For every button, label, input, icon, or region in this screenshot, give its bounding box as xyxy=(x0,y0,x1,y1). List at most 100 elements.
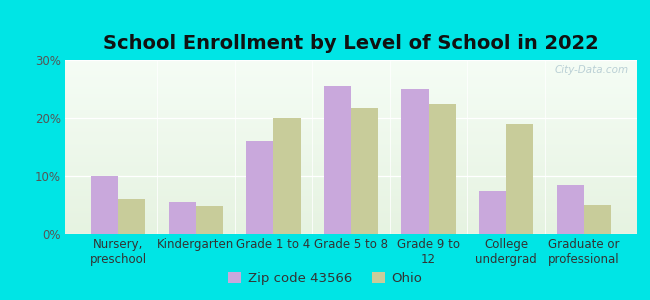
Bar xyxy=(65,228,637,229)
Bar xyxy=(65,170,637,171)
Bar xyxy=(65,203,637,204)
Bar xyxy=(65,86,637,87)
Bar xyxy=(65,101,637,102)
Bar xyxy=(65,156,637,157)
Bar xyxy=(65,97,637,98)
Bar xyxy=(65,64,637,65)
Bar xyxy=(65,221,637,222)
Bar xyxy=(65,231,637,232)
Bar xyxy=(65,201,637,202)
Bar xyxy=(65,198,637,199)
Bar xyxy=(65,137,637,138)
Bar xyxy=(65,153,637,154)
Bar xyxy=(65,100,637,101)
Bar xyxy=(65,77,637,78)
Bar xyxy=(91,176,118,234)
Bar xyxy=(65,147,637,148)
Bar xyxy=(65,83,637,84)
Bar xyxy=(65,71,637,72)
Bar xyxy=(65,149,637,150)
Bar xyxy=(65,166,637,167)
Bar xyxy=(65,173,637,174)
Bar xyxy=(65,140,637,141)
Bar xyxy=(65,188,637,189)
Bar xyxy=(65,205,637,206)
Bar xyxy=(65,103,637,104)
Bar xyxy=(65,217,637,218)
Bar xyxy=(65,130,637,131)
Bar xyxy=(65,215,637,216)
Bar xyxy=(65,90,637,91)
Bar xyxy=(556,185,584,234)
Bar xyxy=(65,182,637,183)
Bar xyxy=(65,181,637,182)
Bar xyxy=(65,138,637,139)
Bar xyxy=(65,185,637,186)
Bar xyxy=(65,123,637,124)
Bar xyxy=(65,122,637,123)
Bar xyxy=(65,118,637,119)
Bar xyxy=(65,129,637,130)
Bar xyxy=(65,222,637,223)
Bar xyxy=(65,109,637,110)
Bar xyxy=(65,128,637,129)
Bar xyxy=(65,126,637,127)
Bar xyxy=(65,144,637,145)
Bar xyxy=(65,169,637,170)
Bar xyxy=(65,72,637,73)
Bar xyxy=(65,69,637,70)
Bar xyxy=(65,120,637,121)
Bar xyxy=(65,108,637,109)
Bar xyxy=(65,232,637,233)
Bar xyxy=(65,212,637,213)
Bar xyxy=(65,88,637,89)
Bar xyxy=(65,132,637,133)
Bar xyxy=(65,211,637,212)
Bar xyxy=(65,187,637,188)
Bar xyxy=(65,87,637,88)
Bar xyxy=(65,112,637,113)
Bar xyxy=(479,190,506,234)
Bar xyxy=(65,82,637,83)
Bar xyxy=(118,199,146,234)
Bar xyxy=(65,216,637,217)
Bar xyxy=(65,67,637,68)
Bar xyxy=(246,141,274,234)
Text: City-Data.com: City-Data.com xyxy=(554,65,629,75)
Bar xyxy=(65,150,637,151)
Bar xyxy=(65,176,637,177)
Bar xyxy=(65,94,637,95)
Bar xyxy=(65,209,637,210)
Bar xyxy=(274,118,300,234)
Bar xyxy=(65,180,637,181)
Bar xyxy=(65,134,637,135)
Bar xyxy=(65,84,637,85)
Bar xyxy=(65,204,637,205)
Bar xyxy=(65,165,637,166)
Bar xyxy=(65,155,637,156)
Bar xyxy=(65,191,637,192)
Bar xyxy=(65,230,637,231)
Bar xyxy=(65,99,637,100)
Bar xyxy=(65,202,637,203)
Bar xyxy=(65,142,637,143)
Bar xyxy=(65,148,637,149)
Bar xyxy=(65,141,637,142)
Bar xyxy=(65,78,637,79)
Bar xyxy=(65,159,637,160)
Bar xyxy=(65,136,637,137)
Bar xyxy=(65,75,637,76)
Bar xyxy=(65,225,637,226)
Bar xyxy=(65,229,637,230)
Bar xyxy=(65,161,637,162)
Bar xyxy=(65,193,637,194)
Bar xyxy=(65,104,637,105)
Bar xyxy=(65,66,637,67)
Bar xyxy=(65,63,637,64)
Bar xyxy=(65,107,637,108)
Bar xyxy=(428,103,456,234)
Bar xyxy=(65,152,637,153)
Bar xyxy=(324,86,351,234)
Bar xyxy=(65,91,637,92)
Bar xyxy=(65,143,637,144)
